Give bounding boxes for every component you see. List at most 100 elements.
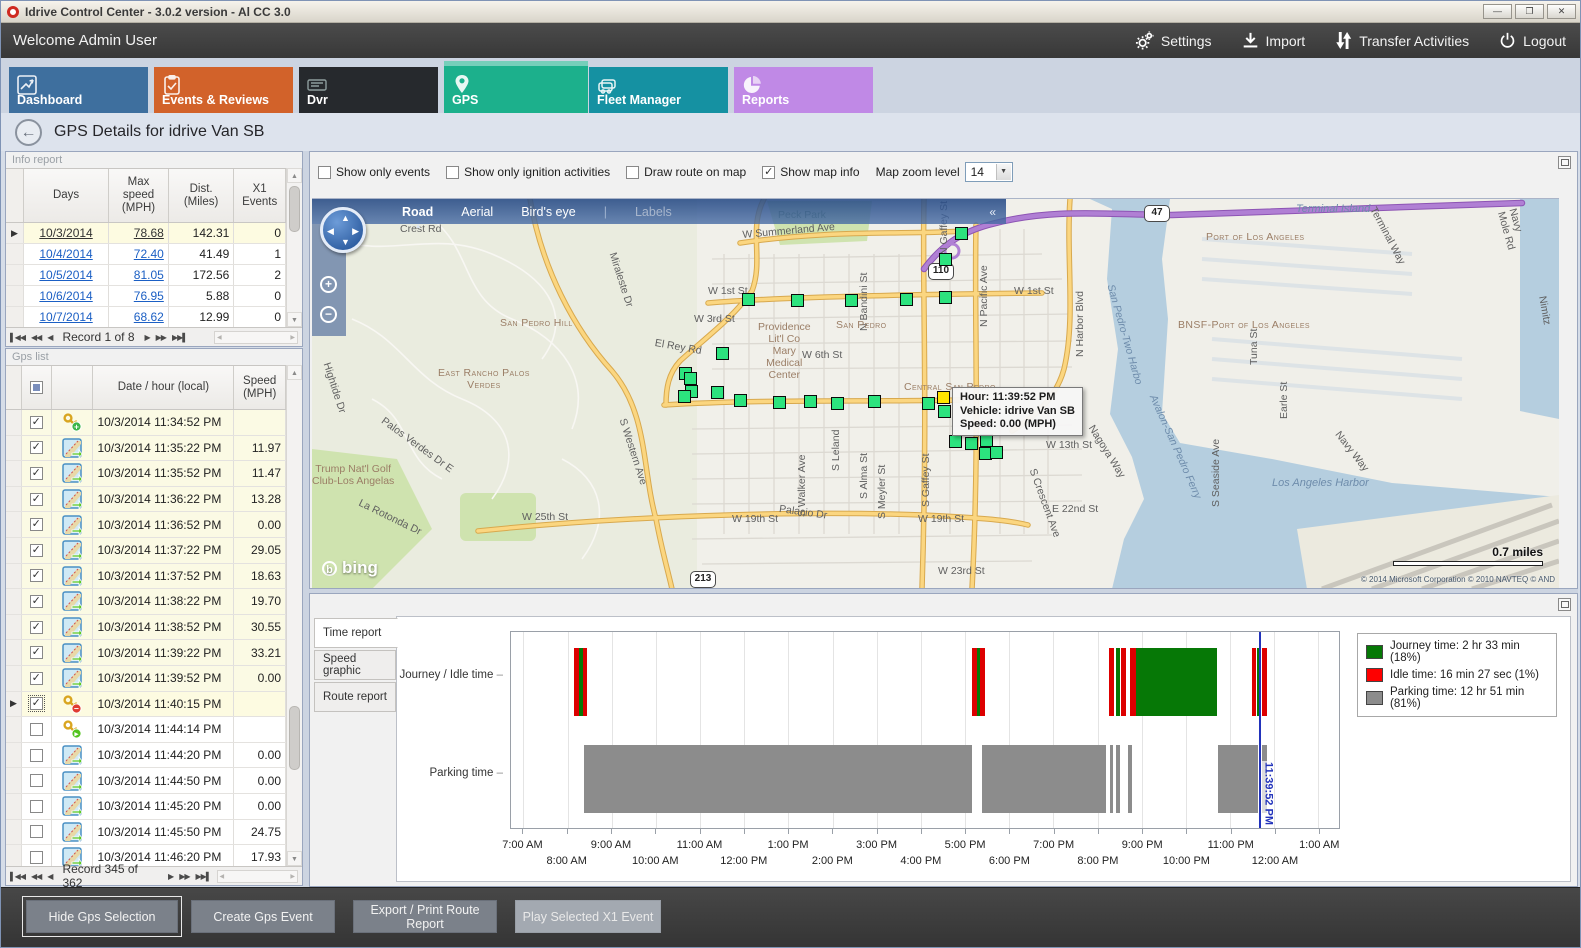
gps-marker[interactable]	[678, 390, 691, 403]
table-row[interactable]: 10/5/2014 81.05 172.56 2	[6, 265, 286, 286]
gps-marker[interactable]	[938, 405, 951, 418]
pager-next-icon[interactable]: ▶	[144, 332, 151, 342]
pan-down-icon[interactable]: ▼	[341, 237, 350, 247]
gps-row-checkbox[interactable]	[29, 748, 43, 762]
scroll-up-icon[interactable]: ▲	[287, 365, 302, 380]
max-speed-link[interactable]: 76.95	[133, 289, 164, 303]
panel-maximize-button[interactable]	[1558, 598, 1571, 611]
pager-hscrollbar[interactable]: ◀ ▶	[216, 869, 298, 883]
checkbox[interactable]	[446, 165, 460, 179]
map-collapse-icon[interactable]: «	[989, 204, 996, 219]
pager-first-icon[interactable]: ▌◀◀	[10, 871, 26, 881]
maximize-button[interactable]: ❐	[1515, 4, 1544, 19]
gps-row-checkbox[interactable]	[29, 671, 43, 685]
gps-marker[interactable]	[965, 437, 978, 450]
gps-marker[interactable]	[711, 386, 724, 399]
max-speed-link[interactable]: 78.68	[133, 226, 164, 240]
map-style-aerial[interactable]: Aerial	[461, 204, 494, 219]
chart-tab-speed-graphic[interactable]: Speed graphic	[314, 650, 396, 680]
bing-map[interactable]: Crest RdPeck ParkW Summerland AveMirales…	[312, 198, 1559, 588]
gps-marker[interactable]	[922, 397, 935, 410]
gps-row[interactable]: 10/3/2014 11:45:20 PM 0.00	[6, 793, 286, 820]
gps-row-checkbox[interactable]	[29, 774, 43, 788]
gps-row-checkbox[interactable]	[29, 722, 43, 736]
pager-prev-page-icon[interactable]: ◀◀	[30, 332, 42, 342]
select-all-checkbox[interactable]	[29, 381, 43, 394]
table-row[interactable]: 10/4/2014 72.40 41.49 1	[6, 244, 286, 265]
map-zoom-in-icon[interactable]: +	[320, 276, 337, 293]
gps-marker[interactable]	[684, 372, 697, 385]
tab-events-reviews[interactable]: Events & Reviews	[154, 67, 293, 113]
close-button[interactable]: ✕	[1547, 4, 1576, 19]
gps-row-checkbox[interactable]	[27, 695, 45, 713]
gps-row[interactable]: 10/3/2014 11:36:52 PM0.00	[6, 512, 286, 538]
table-row[interactable]: ▶ 10/3/2014 78.68 142.31 0	[6, 223, 286, 244]
map-zoom-out-icon[interactable]: −	[320, 306, 337, 323]
gps-row-checkbox[interactable]	[29, 415, 43, 429]
gps-marker[interactable]	[955, 227, 968, 240]
minimize-button[interactable]: —	[1483, 4, 1512, 19]
map-style-road[interactable]: Road	[402, 205, 433, 230]
export-print-route-report-button[interactable]: Export / Print Route Report	[353, 900, 497, 933]
pager-first-icon[interactable]: ▌◀◀	[10, 332, 26, 342]
max-speed-link[interactable]: 72.40	[133, 247, 164, 261]
map-option-draw-route-on-map[interactable]: Draw route on map	[626, 165, 746, 179]
scroll-down-icon[interactable]: ▼	[287, 851, 302, 866]
tab-fleet-manager[interactable]: Fleet Manager	[589, 67, 728, 113]
create-gps-event-button[interactable]: Create Gps Event	[191, 900, 335, 933]
topbar-action-import[interactable]: Import	[1242, 32, 1305, 49]
gps-marker[interactable]	[804, 395, 817, 408]
gps-list-scrollbar[interactable]: ▲ ▼	[286, 365, 302, 866]
gps-marker[interactable]	[791, 294, 804, 307]
map-style-labels[interactable]: Labels	[634, 204, 672, 219]
scrollbar-thumb[interactable]	[289, 186, 300, 232]
day-link[interactable]: 10/3/2014	[39, 226, 93, 240]
map-option-show-map-info[interactable]: Show map info	[762, 165, 860, 179]
scroll-up-icon[interactable]: ▲	[287, 168, 302, 183]
info-report-scrollbar[interactable]: ▲ ▼	[286, 168, 302, 327]
gps-marker[interactable]	[742, 293, 755, 306]
gps-row[interactable]: 10/3/2014 11:46:20 PM 17.93	[6, 845, 286, 866]
selected-gps-marker[interactable]	[937, 391, 950, 404]
hide-gps-selection-button[interactable]: Hide Gps Selection	[22, 896, 182, 937]
gps-marker[interactable]	[734, 394, 747, 407]
gps-row-checkbox[interactable]	[29, 492, 43, 506]
table-row[interactable]: 10/7/2014 68.62 12.99 0	[6, 307, 286, 328]
map-zoom-select[interactable]: 14 ▼	[964, 162, 1013, 182]
day-link[interactable]: 10/7/2014	[39, 310, 93, 324]
gps-row[interactable]: ▶ − 10/3/2014 11:40:15 PM	[6, 691, 286, 718]
gps-row[interactable]: +10/3/2014 11:34:52 PM	[6, 410, 286, 436]
gps-row-checkbox[interactable]	[29, 543, 43, 557]
gps-marker[interactable]	[939, 291, 952, 304]
pager-next-icon[interactable]: ▶	[168, 871, 174, 881]
tab-reports[interactable]: Reports	[734, 67, 873, 113]
pager-prev-icon[interactable]: ◀	[47, 332, 53, 342]
topbar-action-logout[interactable]: Logout	[1499, 32, 1566, 49]
back-button[interactable]: ←	[15, 118, 42, 146]
gps-row-checkbox[interactable]	[29, 646, 43, 660]
gps-row[interactable]: ▸ 10/3/2014 11:44:14 PM	[6, 717, 286, 743]
vertical-splitter[interactable]	[303, 151, 309, 887]
pager-next-page-icon[interactable]: ▶▶	[179, 871, 190, 881]
day-link[interactable]: 10/6/2014	[39, 289, 93, 303]
gps-row-checkbox[interactable]	[29, 799, 43, 813]
topbar-action-settings[interactable]: Settings	[1135, 31, 1212, 50]
gps-row[interactable]: 10/3/2014 11:44:50 PM 0.00	[6, 768, 286, 794]
tab-gps[interactable]: GPS	[444, 61, 588, 113]
gps-marker[interactable]	[773, 396, 786, 409]
gps-marker[interactable]	[939, 253, 952, 266]
map-compass[interactable]: ▲ ▼ ◀ ▶	[320, 207, 366, 253]
gps-marker[interactable]	[949, 435, 962, 448]
map-option-show-only-ignition-activities[interactable]: Show only ignition activities	[446, 165, 610, 179]
gps-marker[interactable]	[868, 395, 881, 408]
max-speed-link[interactable]: 68.62	[133, 310, 164, 324]
scrollbar-thumb[interactable]	[289, 705, 300, 770]
gps-row-checkbox[interactable]	[29, 825, 43, 839]
day-link[interactable]: 10/4/2014	[39, 247, 93, 261]
